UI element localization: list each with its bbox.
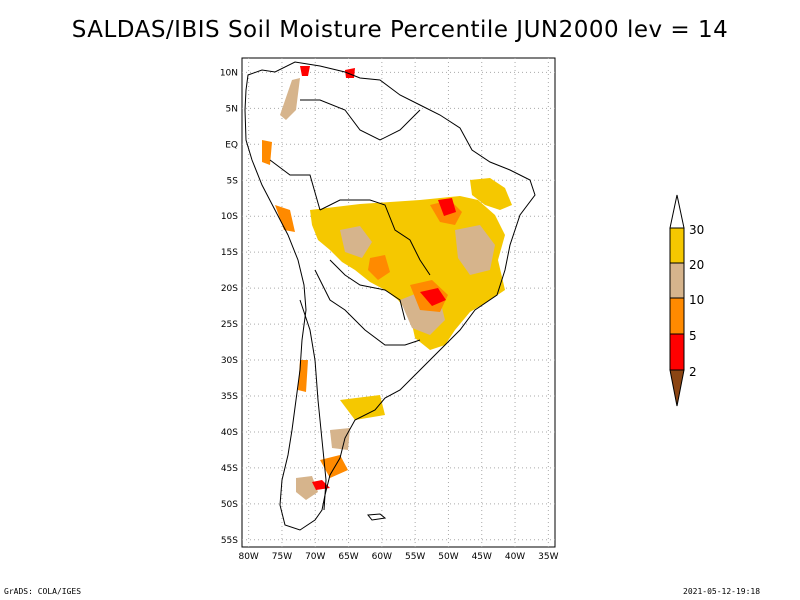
legend-label-20: 20: [689, 258, 704, 272]
shade-region-20-30: [340, 395, 385, 420]
shade-region-5-10: [275, 205, 295, 232]
shade-region-5-10: [368, 255, 390, 280]
lat-tick-label: 50S: [221, 500, 238, 510]
legend-swatch-10-20: [669, 262, 685, 299]
lon-tick-label: 40W: [505, 552, 525, 562]
lat-tick-label: 25S: [221, 320, 238, 330]
lat-tick-label: 30S: [221, 356, 238, 366]
shade-region-5-10: [320, 455, 348, 478]
country-border: [300, 99, 421, 141]
lon-tick-label: 50W: [438, 552, 458, 562]
legend-swatch-above-30: [669, 194, 685, 229]
lat-tick-label: 10N: [220, 68, 238, 78]
legend-swatch-5-10: [669, 297, 685, 335]
footer-timestamp: 2021-05-12-19:18: [683, 587, 761, 596]
legend-swatch-2-5: [669, 333, 685, 371]
shade-region-2-5: [300, 66, 310, 76]
soil-moisture-field: [262, 66, 512, 500]
lon-tick-label: 80W: [238, 552, 258, 562]
latitude-labels: 10N 5N EQ 5S 10S 15S 20S 25S 30S 35S 40S 45S 50S 55S: [220, 68, 238, 545]
lon-tick-label: 70W: [305, 552, 325, 562]
lat-tick-label: 40S: [221, 428, 238, 438]
longitude-labels: 80W 75W 70W 65W 60W 55W 50W 45W 40W 35W: [238, 552, 558, 562]
legend-label-2: 2: [689, 365, 697, 379]
lat-tick-label: 10S: [221, 212, 238, 222]
legend-colorbar: 30 20 10 5 2: [669, 194, 704, 407]
shade-region-10-20: [330, 428, 350, 450]
lat-tick-label: 55S: [221, 536, 238, 546]
lat-tick-label: EQ: [225, 140, 238, 150]
legend-label-5: 5: [689, 329, 697, 343]
legend-label-10: 10: [689, 293, 704, 307]
coastline-and-borders: [244, 61, 536, 531]
lon-tick-label: 35W: [538, 552, 558, 562]
lat-tick-label: 20S: [221, 284, 238, 294]
map-title: SALDAS/IBIS Soil Moisture Percentile JUN…: [71, 17, 729, 43]
lat-tick-label: 5N: [226, 104, 238, 114]
legend-swatch-below-2: [669, 369, 685, 407]
lat-tick-label: 45S: [221, 464, 238, 474]
lon-tick-label: 55W: [405, 552, 425, 562]
shade-region-5-10: [262, 140, 272, 165]
lon-tick-label: 65W: [338, 552, 358, 562]
lon-tick-label: 45W: [472, 552, 492, 562]
lon-tick-label: 75W: [272, 552, 292, 562]
shade-region-10-20: [280, 78, 300, 120]
legend-swatch-20-30: [669, 227, 685, 264]
island-falklands: [367, 513, 387, 521]
country-border: [319, 199, 431, 276]
country-border: [269, 159, 321, 211]
shade-region-10-20: [296, 476, 318, 500]
lat-tick-label: 5S: [227, 176, 239, 186]
shade-region-2-5: [438, 198, 456, 216]
south-america-coastline: [244, 61, 536, 531]
shade-region-20-30: [470, 178, 512, 210]
country-border: [314, 269, 421, 346]
country-border: [299, 299, 327, 511]
footer-credit: GrADS: COLA/IGES: [4, 587, 82, 596]
shade-region-10-20: [340, 226, 372, 258]
lon-tick-label: 60W: [372, 552, 392, 562]
shade-region-10-20: [455, 225, 495, 275]
country-border: [329, 259, 406, 321]
shade-region-2-5: [420, 288, 446, 306]
lat-tick-label: 35S: [221, 392, 238, 402]
graticule: [242, 58, 555, 547]
map-frame: [241, 57, 556, 548]
legend-label-30: 30: [689, 223, 704, 237]
lat-tick-label: 15S: [221, 248, 238, 258]
